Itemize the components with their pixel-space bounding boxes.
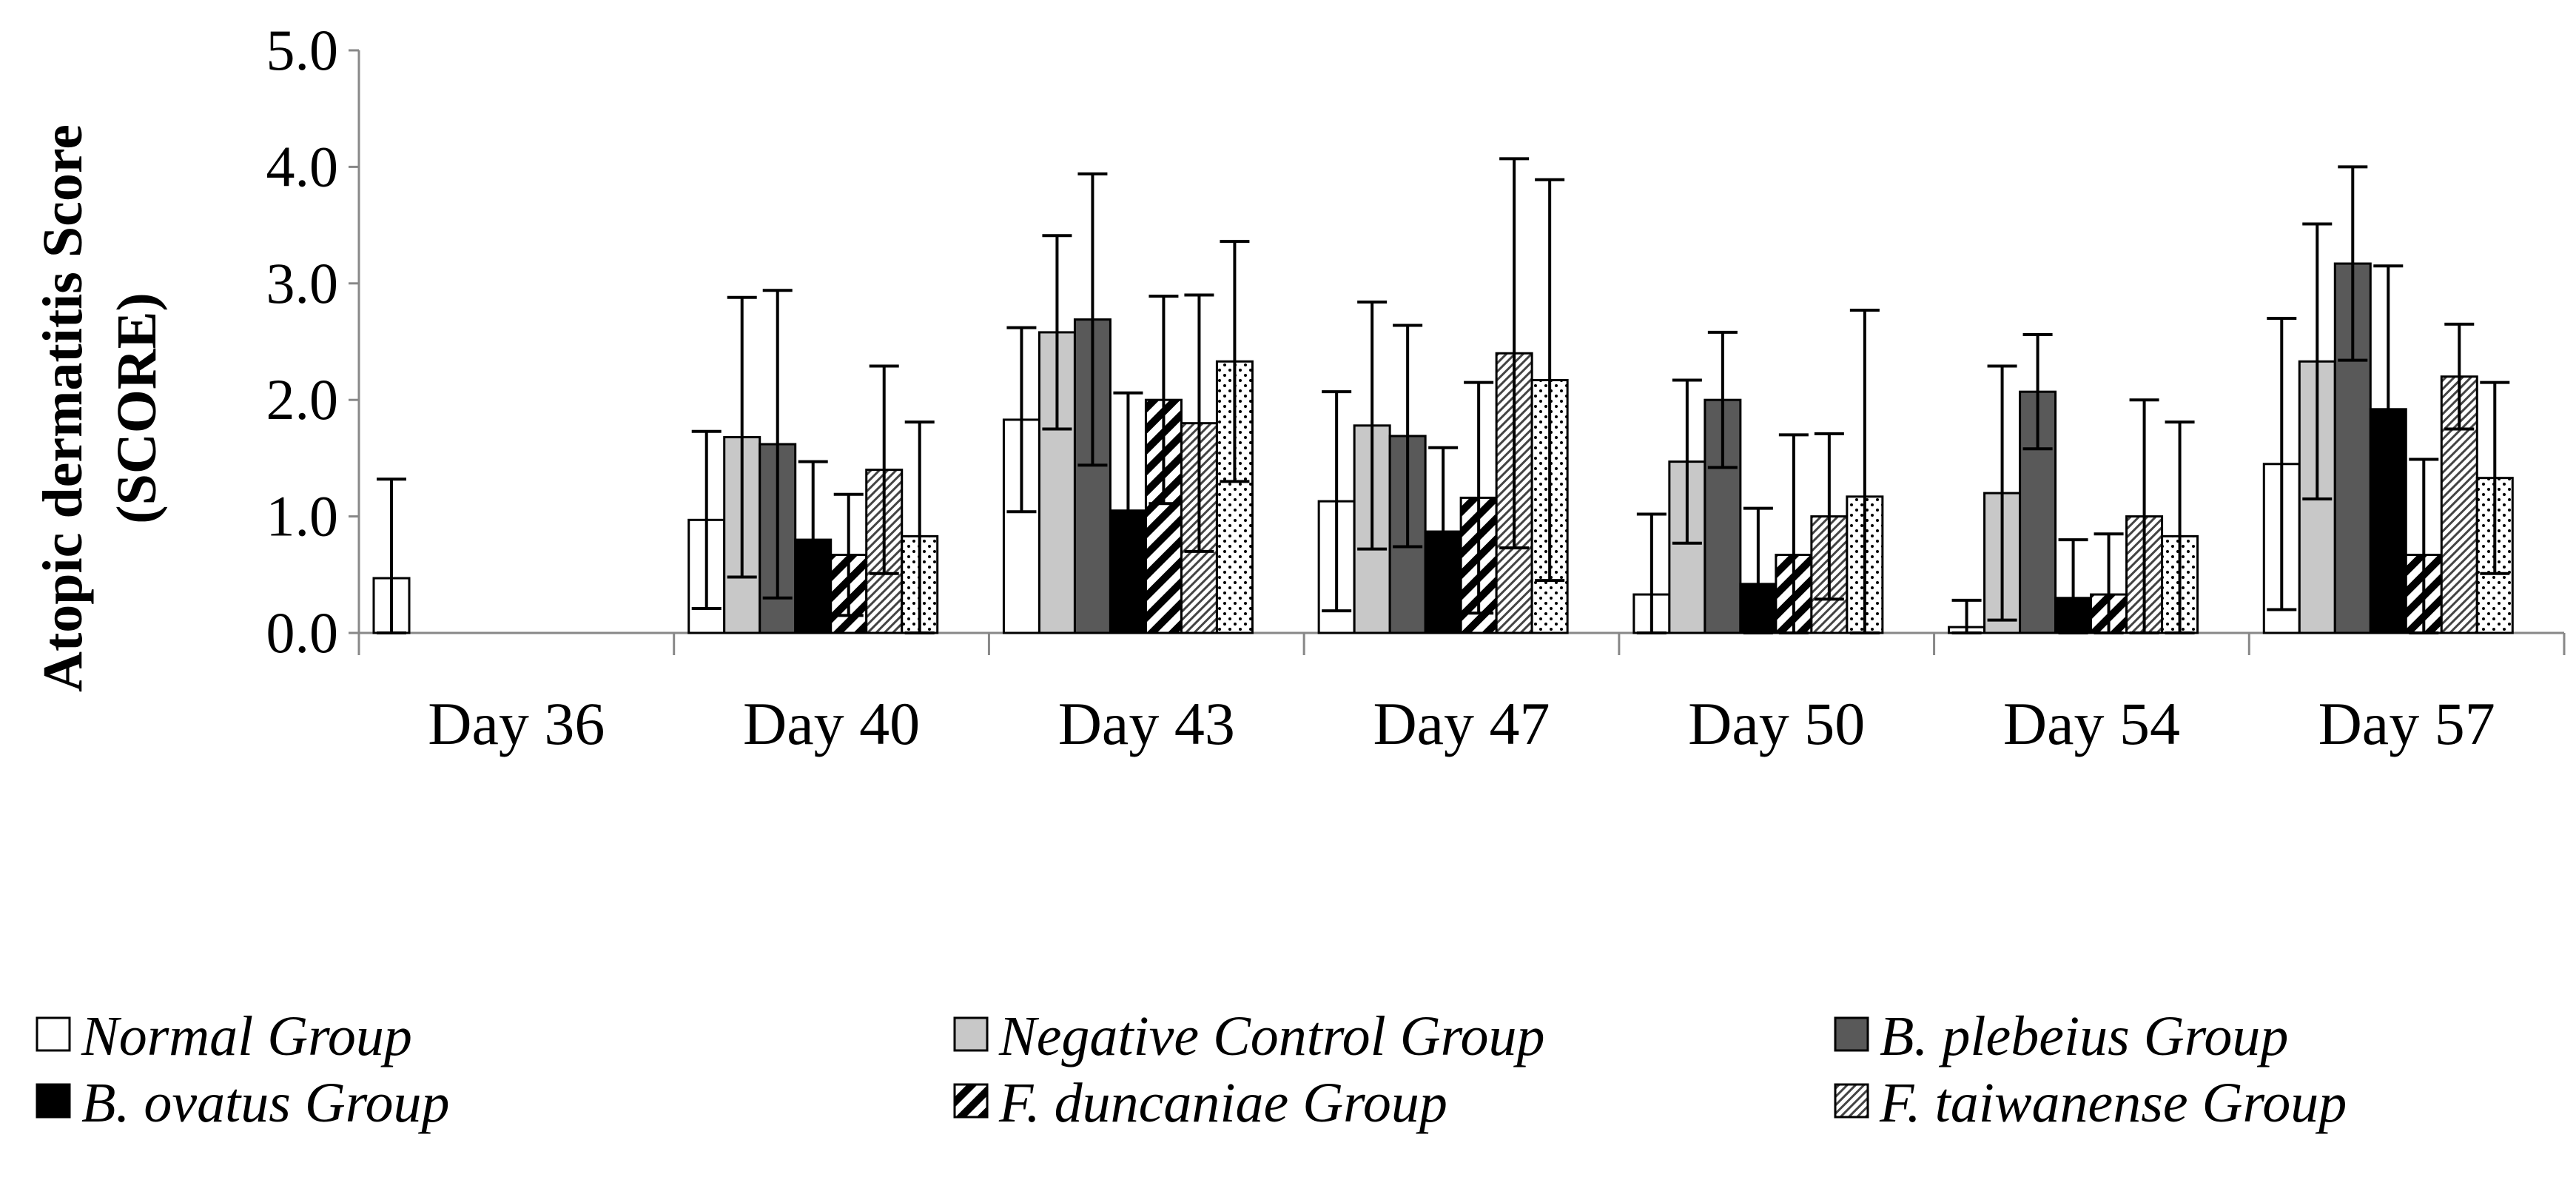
error-bar-b-plebeius-group-day-50 (1707, 330, 1738, 469)
legend-item-b-plebeius-group: B. plebeius Group (1834, 1005, 2288, 1067)
error-bar-negative-control-group-day-40 (727, 295, 757, 579)
x-category-label-day-57: Day 57 (2318, 690, 2495, 757)
error-bar-b-plebeius-group-day-47 (1393, 324, 1423, 549)
legend-label: Negative Control Group (998, 1005, 1544, 1067)
error-bar-b-ovatus-group-day-50 (1743, 506, 1773, 634)
error-bar-normal-group-day-36 (377, 477, 406, 634)
legend-item-normal-group: Normal Group (36, 1005, 412, 1067)
error-bar-f-taiwanense-group-day-40 (869, 364, 899, 575)
legend-label: B. plebeius Group (1880, 1005, 2288, 1067)
error-bar-normal-group-day-54 (1951, 598, 1982, 634)
error-bar-b-ovatus-group-day-47 (1428, 446, 1459, 617)
error-bar-f-unclassified-group-day-50 (1849, 309, 1880, 634)
legend-label: F. taiwanense Group (1879, 1072, 2347, 1134)
legend-swatch (1834, 1083, 1869, 1119)
error-bar-f-duncaniae-group-day-47 (1464, 381, 1494, 615)
error-bar-f-taiwanense-group-day-57 (2444, 322, 2475, 431)
error-bar-normal-group-day-50 (1636, 512, 1667, 634)
error-bar-f-duncaniae-group-day-43 (1149, 295, 1179, 506)
y-axis-label-line-2: (SCORE) (106, 292, 168, 523)
y-axis-label: Atopic dermatitis Score (SCORE) (32, 124, 168, 692)
legend-item-f-taiwanense-group: F. taiwanense Group (1834, 1072, 2347, 1134)
x-category-label-day-40: Day 40 (743, 690, 920, 757)
legend-item-f-duncaniae-group: F. duncaniae Group (953, 1072, 1447, 1134)
error-bar-f-unclassified-group-day-47 (1535, 178, 1565, 583)
legend-label: Normal Group (81, 1005, 412, 1067)
error-bar-b-plebeius-group-day-40 (762, 289, 793, 600)
error-bar-f-unclassified-group-day-57 (2480, 381, 2510, 575)
error-bar-b-ovatus-group-day-54 (2058, 538, 2088, 634)
legend-item-b-ovatus-group: B. ovatus Group (36, 1072, 450, 1134)
x-category-label-day-43: Day 43 (1058, 690, 1235, 757)
y-tick-label: 3.0 (266, 251, 339, 315)
error-bar-f-taiwanense-group-day-47 (1499, 157, 1530, 550)
error-bar-f-duncaniae-group-day-40 (833, 492, 864, 617)
error-bar-f-unclassified-group-day-43 (1220, 240, 1250, 483)
y-tick-label: 4.0 (266, 134, 339, 198)
error-bar-f-unclassified-group-day-54 (2165, 420, 2195, 634)
error-bar-negative-control-group-day-47 (1357, 300, 1388, 551)
legend-swatch (1834, 1016, 1869, 1052)
error-bar-b-plebeius-group-day-54 (2022, 333, 2053, 451)
x-category-label-day-36: Day 36 (428, 690, 605, 757)
y-axis-ticks: 0.0 1.0 2.0 3.0 4.0 5.0 (266, 18, 359, 665)
error-bar-f-duncaniae-group-day-50 (1778, 433, 1809, 634)
error-bar-normal-group-day-57 (2267, 317, 2297, 611)
y-tick-label: 1.0 (266, 484, 339, 549)
error-bar-negative-control-group-day-57 (2302, 222, 2333, 500)
x-category-label-day-50: Day 50 (1688, 690, 1865, 757)
error-bar-negative-control-group-day-50 (1672, 378, 1702, 545)
error-bar-b-plebeius-group-day-57 (2338, 165, 2368, 362)
error-bar-b-plebeius-group-day-43 (1077, 172, 1108, 467)
y-tick-label: 5.0 (266, 18, 339, 82)
error-bar-negative-control-group-day-54 (1987, 364, 2017, 622)
error-bars (377, 157, 2510, 634)
y-tick-label: 2.0 (266, 367, 339, 432)
y-tick-label: 0.0 (266, 600, 339, 665)
error-bar-f-unclassified-group-day-40 (904, 420, 935, 634)
legend-swatch (36, 1016, 71, 1052)
x-category-label-day-54: Day 54 (2003, 690, 2180, 757)
legend-swatch (953, 1016, 989, 1052)
error-bar-f-duncaniae-group-day-54 (2094, 532, 2124, 634)
legend-swatch (953, 1083, 989, 1119)
legend-label: F. duncaniae Group (998, 1072, 1447, 1134)
error-bar-f-taiwanense-group-day-54 (2129, 398, 2159, 634)
y-axis-label-line-1: Atopic dermatitis Score (32, 124, 94, 692)
x-axis-category-labels: Day 36 Day 40 Day 43 Day 47 Day 50 Day 54 Day … (428, 690, 2495, 757)
legend-swatch (36, 1083, 71, 1119)
error-bar-negative-control-group-day-43 (1042, 234, 1072, 431)
error-bar-f-duncaniae-group-day-57 (2409, 457, 2439, 634)
x-category-label-day-47: Day 47 (1373, 690, 1550, 757)
bar-normal-group-day-43 (1002, 418, 1040, 634)
error-bar-b-ovatus-group-day-40 (798, 460, 828, 620)
error-bar-f-taiwanense-group-day-50 (1814, 432, 1844, 601)
error-bar-f-taiwanense-group-day-43 (1184, 293, 1214, 553)
error-bar-normal-group-day-47 (1322, 390, 1352, 613)
legend-label: B. ovatus Group (81, 1072, 450, 1134)
error-bar-b-ovatus-group-day-57 (2373, 264, 2404, 554)
error-bar-normal-group-day-43 (1006, 326, 1037, 514)
legend: Normal Group Negative Control Group B. ple… (36, 1005, 2347, 1134)
error-bar-b-ovatus-group-day-43 (1113, 391, 1143, 630)
error-bar-normal-group-day-40 (691, 429, 722, 610)
legend-item-negative-control-group: Negative Control Group (953, 1005, 1544, 1067)
